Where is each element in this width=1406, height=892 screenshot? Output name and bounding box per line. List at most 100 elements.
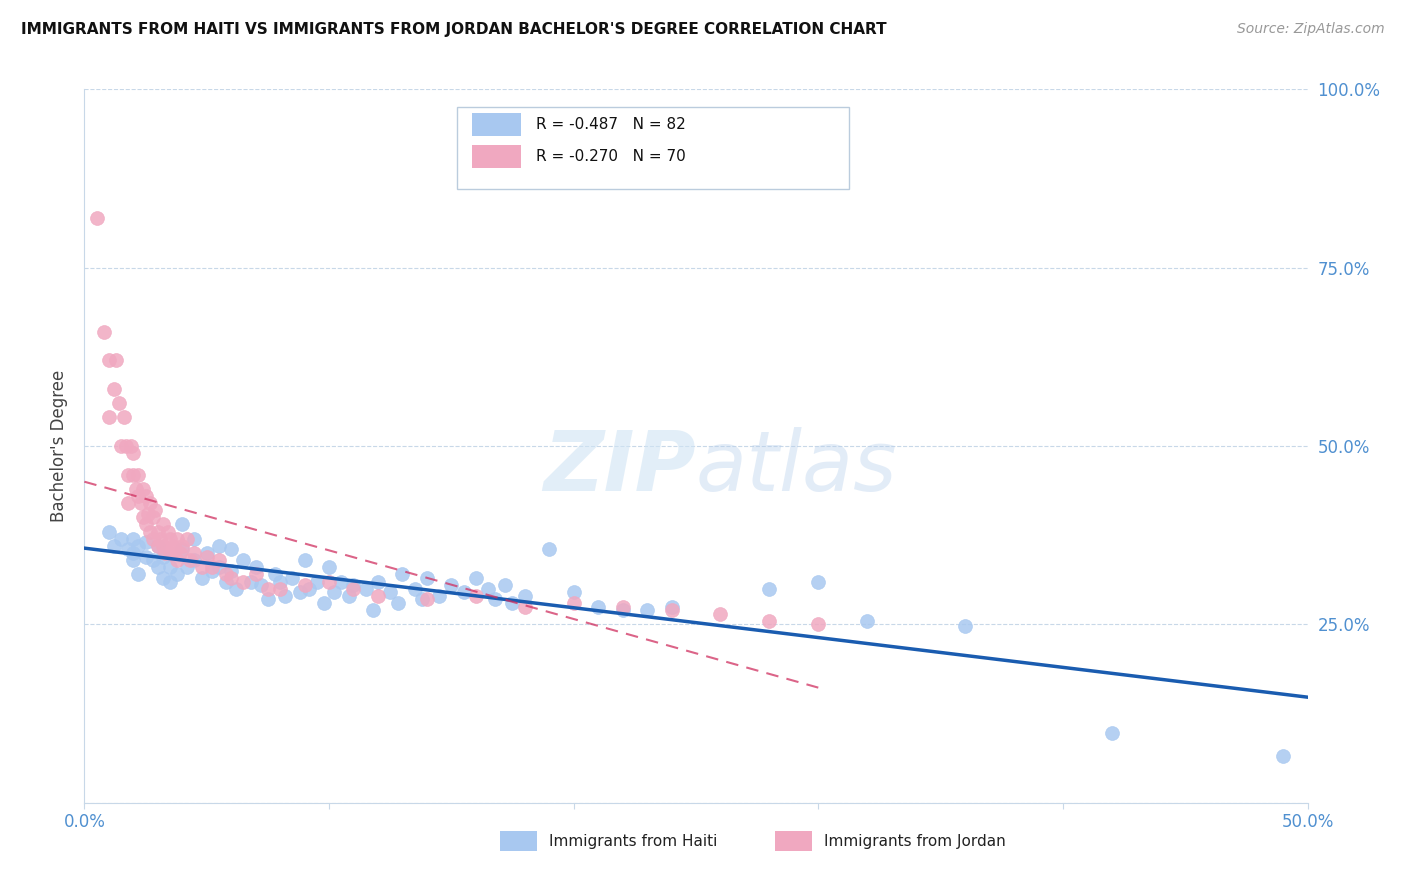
Point bbox=[758, 582, 780, 596]
Point bbox=[97, 524, 120, 539]
Point bbox=[122, 546, 145, 560]
Point bbox=[152, 549, 174, 564]
Point bbox=[93, 325, 115, 339]
Point bbox=[159, 574, 181, 589]
Point bbox=[105, 353, 128, 368]
Point bbox=[380, 585, 402, 599]
Text: atlas: atlas bbox=[696, 427, 897, 508]
Point bbox=[142, 532, 165, 546]
Point bbox=[159, 546, 181, 560]
Point bbox=[337, 589, 360, 603]
Point bbox=[159, 560, 181, 574]
Point bbox=[97, 353, 120, 368]
Point bbox=[494, 578, 516, 592]
Point bbox=[183, 553, 205, 567]
Point bbox=[166, 553, 188, 567]
Point bbox=[122, 532, 145, 546]
Point bbox=[132, 482, 155, 496]
Point bbox=[208, 539, 231, 553]
Point bbox=[112, 410, 135, 425]
Point bbox=[281, 571, 304, 585]
Point bbox=[232, 574, 254, 589]
Point bbox=[110, 532, 132, 546]
Point bbox=[219, 564, 242, 578]
Point bbox=[612, 599, 634, 614]
Point bbox=[807, 574, 830, 589]
Point bbox=[103, 539, 125, 553]
Point bbox=[416, 571, 439, 585]
Point bbox=[427, 589, 450, 603]
Point bbox=[172, 517, 194, 532]
FancyBboxPatch shape bbox=[472, 112, 522, 136]
Point bbox=[159, 532, 181, 546]
Point bbox=[191, 560, 214, 574]
Point bbox=[269, 574, 291, 589]
Point bbox=[191, 571, 214, 585]
Point bbox=[709, 607, 731, 621]
Point bbox=[139, 524, 162, 539]
Point bbox=[146, 560, 169, 574]
Point bbox=[318, 560, 340, 574]
Point bbox=[807, 617, 830, 632]
Point bbox=[86, 211, 108, 225]
Point bbox=[562, 596, 585, 610]
Point bbox=[172, 539, 194, 553]
Point bbox=[142, 553, 165, 567]
Point bbox=[636, 603, 658, 617]
Point bbox=[318, 574, 340, 589]
Point bbox=[513, 589, 536, 603]
Point bbox=[176, 532, 198, 546]
Point bbox=[367, 589, 389, 603]
Point bbox=[127, 539, 149, 553]
Text: R = -0.270   N = 70: R = -0.270 N = 70 bbox=[536, 149, 686, 164]
Point bbox=[562, 585, 585, 599]
Point bbox=[856, 614, 879, 628]
Point bbox=[538, 542, 561, 557]
Point bbox=[117, 467, 139, 482]
Point bbox=[354, 582, 377, 596]
Point bbox=[758, 614, 780, 628]
Point bbox=[502, 596, 524, 610]
Point bbox=[232, 553, 254, 567]
Point bbox=[156, 524, 179, 539]
Point bbox=[200, 564, 222, 578]
Point bbox=[361, 603, 384, 617]
Point bbox=[404, 582, 426, 596]
Point bbox=[135, 549, 157, 564]
Point bbox=[152, 539, 174, 553]
FancyBboxPatch shape bbox=[457, 107, 849, 189]
Point bbox=[215, 574, 238, 589]
Point bbox=[142, 510, 165, 524]
Point bbox=[152, 571, 174, 585]
Point bbox=[513, 599, 536, 614]
Point bbox=[169, 546, 191, 560]
Point bbox=[149, 532, 172, 546]
Point bbox=[125, 482, 148, 496]
Point bbox=[298, 582, 321, 596]
Text: ZIP: ZIP bbox=[543, 427, 696, 508]
Point bbox=[1272, 749, 1295, 764]
Point bbox=[322, 585, 344, 599]
Point bbox=[264, 567, 287, 582]
Point bbox=[257, 582, 280, 596]
Point bbox=[103, 382, 125, 396]
Point bbox=[464, 571, 486, 585]
Point bbox=[440, 578, 463, 592]
Point bbox=[166, 567, 188, 582]
Text: Immigrants from Haiti: Immigrants from Haiti bbox=[550, 834, 717, 849]
FancyBboxPatch shape bbox=[501, 831, 537, 851]
Point bbox=[146, 539, 169, 553]
Point bbox=[391, 567, 413, 582]
Point bbox=[152, 517, 174, 532]
Point bbox=[245, 560, 267, 574]
Point bbox=[183, 546, 205, 560]
Point bbox=[135, 517, 157, 532]
Point bbox=[166, 532, 188, 546]
Point bbox=[172, 542, 194, 557]
Point bbox=[269, 582, 291, 596]
Point bbox=[330, 574, 353, 589]
Point bbox=[115, 439, 138, 453]
Point bbox=[162, 539, 184, 553]
Point bbox=[257, 592, 280, 607]
Text: R = -0.487   N = 82: R = -0.487 N = 82 bbox=[536, 117, 686, 132]
